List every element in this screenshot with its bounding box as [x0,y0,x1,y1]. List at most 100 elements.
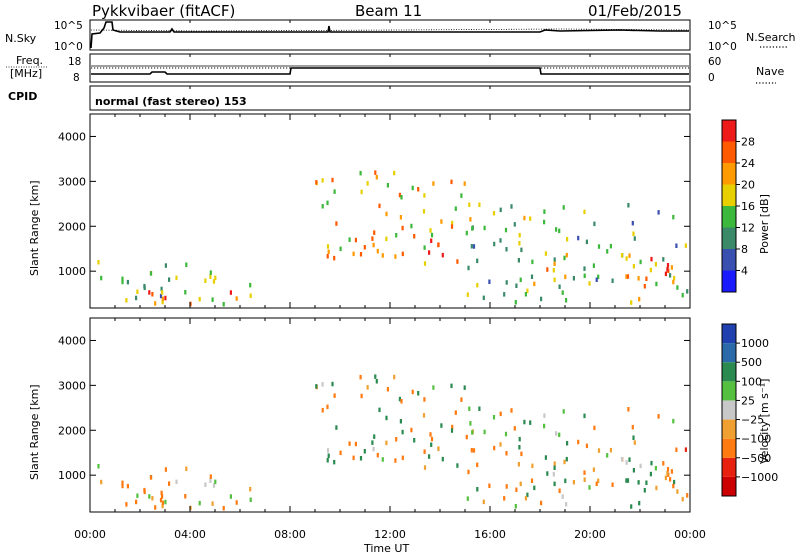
nave-tick-top: 60 [708,56,721,68]
range-cell [428,250,431,255]
power-panel: 1000 2000 3000 4000 Slant Range [km] 4 8 12 16… [28,113,771,309]
range-cell [430,442,433,447]
y-tick-label: 1000 [58,265,86,278]
range-cell [583,273,586,278]
power-colorbar-label: Power [dB] [758,194,771,254]
range-cell [381,253,384,258]
range-cell [161,296,164,302]
range-cell [518,232,521,238]
range-cell [515,283,518,288]
range-cell [148,290,151,295]
range-cell [417,187,420,192]
range-cell [664,271,667,277]
range-cell [503,292,506,297]
range-cell [540,500,543,506]
colorbar-segment [722,227,736,249]
range-cell [493,445,496,451]
range-cell [371,440,374,445]
range-cell [348,441,351,446]
range-cell [468,202,471,207]
range-cell [566,237,569,242]
range-cell [212,279,216,284]
range-cell [597,244,601,249]
range-cell [518,241,521,246]
range-cell [633,236,636,241]
range-cell [393,374,396,380]
range-cell [471,226,474,231]
range-cell [149,271,153,276]
range-cell [321,382,324,387]
range-cell [432,181,435,186]
range-cell [471,430,474,435]
y-tick-label: 2000 [58,424,86,437]
range-cell [354,441,357,447]
range-cell [611,278,614,283]
range-cell [450,224,454,229]
range-cell [546,471,549,476]
range-cell [160,286,163,292]
range-cell [662,461,665,466]
colorbar-tick-label: 100 [741,375,762,388]
range-cell [558,488,561,493]
range-cell [450,383,453,389]
range-cell [385,440,388,446]
range-cell [505,247,508,252]
range-cell [628,457,631,462]
range-cell [154,505,157,510]
range-cell [348,237,351,242]
range-cell [519,481,522,487]
range-cell [399,419,402,424]
colorbar-segment [722,457,736,477]
range-cell [553,465,556,470]
range-cell [670,469,673,474]
range-cell [331,381,334,387]
range-cell [143,489,146,495]
range-cell [666,263,670,268]
range-cell [437,242,440,247]
range-cell [467,265,470,271]
range-cell [526,492,529,498]
range-cell [326,244,330,249]
range-cell [378,407,381,413]
range-cell [398,192,401,198]
range-cell [159,497,163,503]
range-cell [505,451,508,456]
range-cell [643,488,646,493]
y-tick-label: 4000 [58,334,86,347]
range-cell [666,267,669,272]
range-cell [503,496,506,501]
range-cell [588,281,591,286]
range-cell [606,453,609,458]
range-cell [456,463,459,468]
range-cell [523,215,526,221]
range-cell [632,435,635,440]
range-cell [372,446,375,452]
nave-tick-bottom: 0 [708,72,715,84]
colorbar-segment [722,476,736,496]
range-cell [631,220,634,226]
range-cell [359,374,362,380]
colorbar-tick-label: 16 [741,200,755,213]
range-cell [478,406,481,411]
range-cell [482,295,485,301]
range-cell [513,426,516,431]
range-cell [385,211,388,217]
range-cell [476,258,479,264]
range-cell [585,239,588,245]
range-cell [135,499,138,505]
range-cell [331,177,334,183]
y-tick-label: 1000 [58,469,86,482]
nsky-tick-top: 10^5 [54,20,83,32]
range-cell [450,179,453,185]
range-cell [198,500,201,506]
range-cell [593,221,596,227]
range-cell [417,391,420,396]
range-cell [315,180,318,185]
range-cell [632,264,635,269]
range-cell [524,496,527,501]
range-cell [456,259,459,264]
date-title: 01/Feb/2015 [588,2,682,20]
range-cell [476,487,479,492]
range-cell [626,274,630,279]
power-colorbar: 4 8 12 16 20 24 28 [721,119,755,293]
